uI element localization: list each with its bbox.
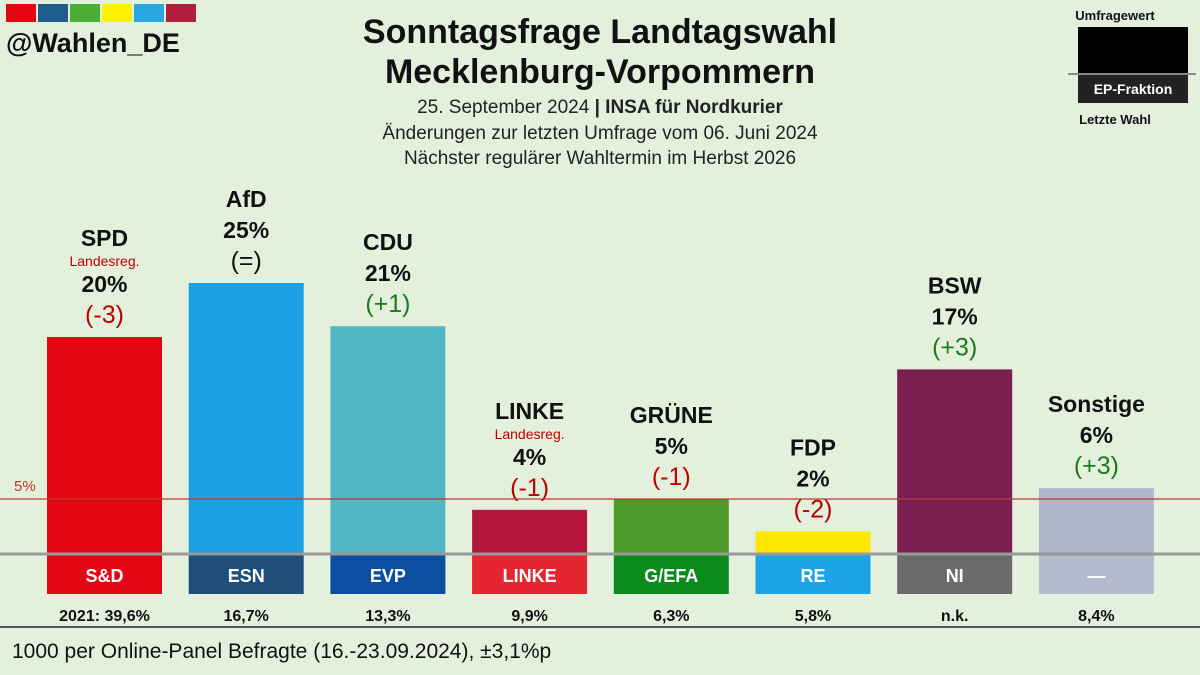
ep-label-2: EVP xyxy=(370,566,406,586)
last-election-7: 8,4% xyxy=(1078,608,1114,625)
separator: | xyxy=(594,97,600,118)
change-label-5: (-2) xyxy=(794,495,833,523)
footer-divider xyxy=(0,626,1200,628)
brand-color-2 xyxy=(70,4,100,22)
party-label-5: FDP xyxy=(790,434,836,460)
brand-color-3 xyxy=(102,4,132,22)
brand-color-1 xyxy=(38,4,68,22)
change-label-4: (-1) xyxy=(652,463,691,491)
party-label-3: LINKE xyxy=(495,398,564,424)
ep-box-4 xyxy=(613,555,729,594)
ep-label-0: S&D xyxy=(85,566,123,586)
change-label-6: (+3) xyxy=(932,333,977,361)
ep-label-7: — xyxy=(1087,566,1105,586)
brand-color-4 xyxy=(134,4,164,22)
bar-2 xyxy=(330,326,446,553)
ep-box-6 xyxy=(897,555,1013,594)
last-election-4: 6,3% xyxy=(653,608,689,625)
bar-5 xyxy=(755,531,871,553)
party-label-1: AfD xyxy=(226,186,267,212)
brand-color-0 xyxy=(6,4,36,22)
change-label-0: (-3) xyxy=(85,301,124,329)
value-label-3: 4% xyxy=(513,444,546,470)
ep-label-6: NI xyxy=(946,566,964,586)
legend-baseline xyxy=(1068,73,1196,75)
last-election-5: 5,8% xyxy=(795,608,831,625)
ep-box-0 xyxy=(47,555,162,594)
ep-label-5: RE xyxy=(800,566,825,586)
bar-4 xyxy=(613,499,729,553)
ep-box-5 xyxy=(755,555,871,594)
bar-1 xyxy=(188,283,304,553)
legend-poll-swatch xyxy=(1078,27,1188,73)
value-label-5: 2% xyxy=(796,465,829,491)
ep-label-1: ESN xyxy=(228,566,265,586)
ep-box-3 xyxy=(472,555,588,594)
last-election-3: 9,9% xyxy=(511,608,547,625)
party-label-4: GRÜNE xyxy=(630,402,713,428)
bar-6 xyxy=(897,369,1013,553)
changes-note: Änderungen zur letzten Umfrage vom 06. J… xyxy=(382,123,818,144)
chart-title-line1: Sonntagsfrage Landtagswahl xyxy=(362,13,838,51)
value-label-1: 25% xyxy=(223,217,269,243)
last-election-6: n.k. xyxy=(941,608,969,625)
last-election-0: 2021: 39,6% xyxy=(59,608,150,625)
value-label-7: 6% xyxy=(1080,422,1113,448)
ep-box-1 xyxy=(188,555,304,594)
next-election-note: Nächster regulärer Wahltermin im Herbst … xyxy=(403,148,797,169)
poll-date: 25. September 2024 xyxy=(417,97,590,118)
footer-note: 1000 per Online-Panel Befragte (16.-23.0… xyxy=(12,640,552,663)
reference-line-label: 5% xyxy=(14,478,36,495)
brand-color-5 xyxy=(166,4,196,22)
last-election-1: 16,7% xyxy=(224,608,269,625)
change-label-2: (+1) xyxy=(365,290,410,318)
change-label-1: (=) xyxy=(231,247,262,275)
ep-label-3: LINKE xyxy=(503,566,557,586)
bar-0 xyxy=(47,337,162,553)
value-label-2: 21% xyxy=(365,260,411,286)
value-label-6: 17% xyxy=(932,303,978,329)
poll-source: INSA für Nordkurier xyxy=(605,97,783,118)
poll-date-source: 25. September 2024 | INSA für Nordkurier xyxy=(250,96,950,120)
value-label-0: 20% xyxy=(81,271,127,297)
change-label-3: (-1) xyxy=(510,474,549,502)
brand-color-strip xyxy=(6,4,198,22)
value-label-4: 5% xyxy=(655,433,688,459)
party-label-7: Sonstige xyxy=(1048,391,1145,417)
legend-ep-fraction: EP-Fraktion xyxy=(1078,75,1188,103)
bar-7 xyxy=(1038,488,1154,553)
note-label-3: Landesreg. xyxy=(495,426,565,442)
ep-label-4: G/EFA xyxy=(644,566,698,586)
legend-last-election: Letzte Wahl xyxy=(1079,112,1151,127)
account-handle: @Wahlen_DE xyxy=(6,28,180,58)
note-label-0: Landesreg. xyxy=(69,253,139,269)
party-label-6: BSW xyxy=(928,272,982,298)
last-election-2: 13,3% xyxy=(365,608,410,625)
change-label-7: (+3) xyxy=(1074,452,1119,480)
ep-box-2 xyxy=(330,555,446,594)
party-label-2: CDU xyxy=(363,229,413,255)
ep-box-7 xyxy=(1038,555,1154,594)
chart-title-line2: Mecklenburg-Vorpommern xyxy=(384,53,816,91)
legend-poll-value: Umfragewert xyxy=(1075,8,1155,23)
bar-3 xyxy=(472,509,588,553)
party-label-0: SPD xyxy=(81,225,128,251)
